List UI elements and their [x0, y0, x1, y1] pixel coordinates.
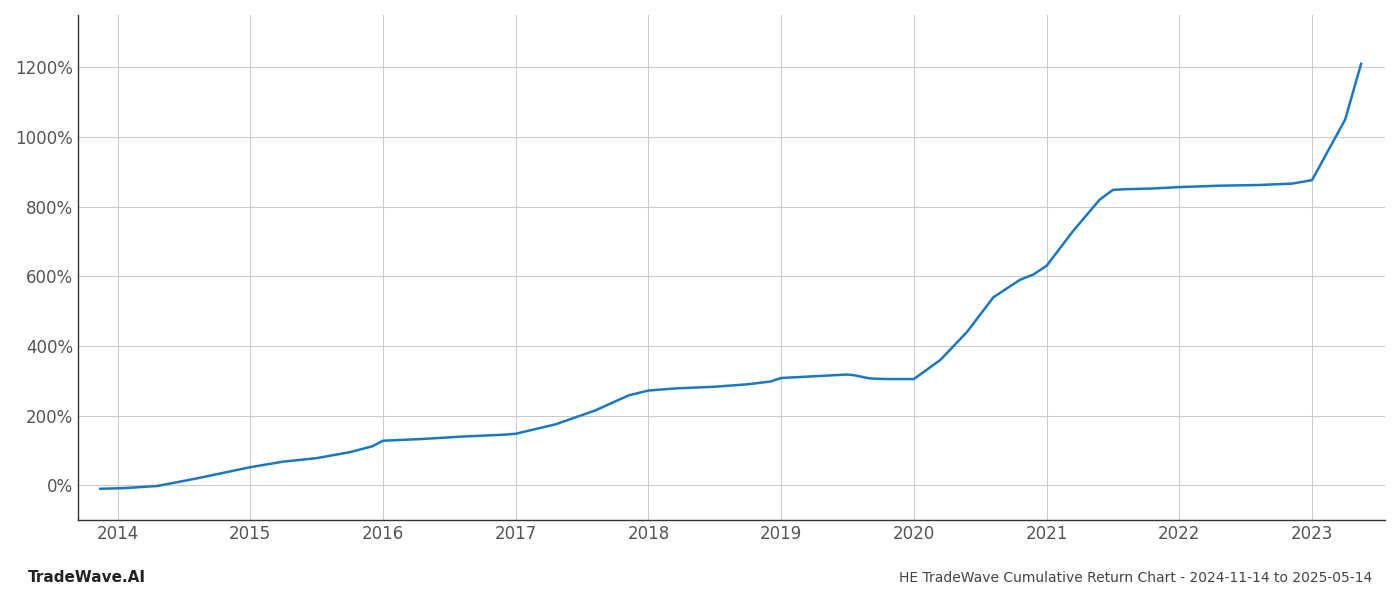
Text: TradeWave.AI: TradeWave.AI: [28, 570, 146, 585]
Text: HE TradeWave Cumulative Return Chart - 2024-11-14 to 2025-05-14: HE TradeWave Cumulative Return Chart - 2…: [899, 571, 1372, 585]
